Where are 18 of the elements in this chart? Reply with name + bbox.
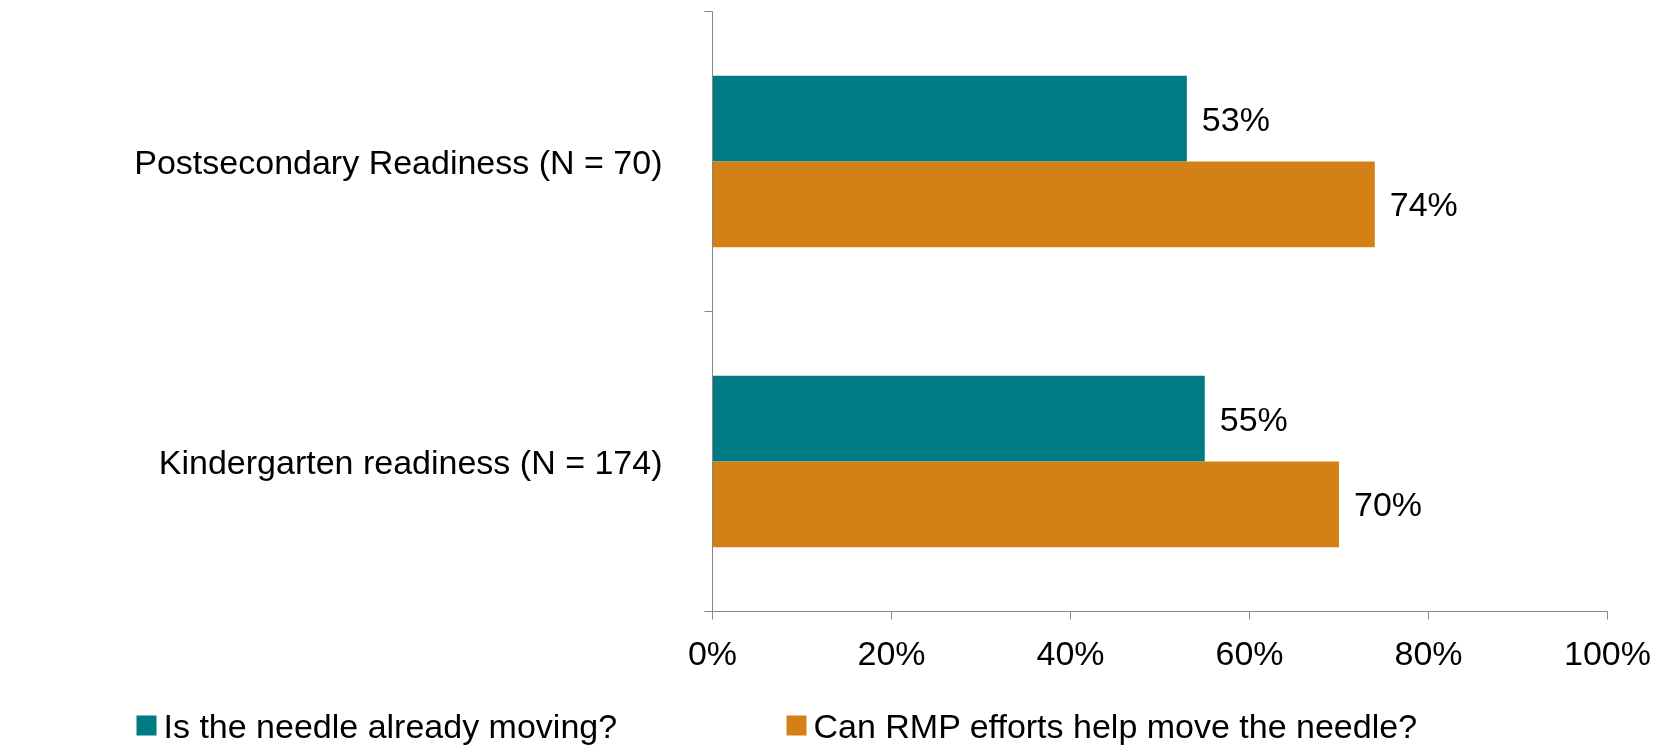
x-tick-label: 80% [1394, 633, 1463, 672]
x-tick-label: 0% [687, 633, 738, 672]
data-label: 70% [1354, 485, 1423, 524]
y-tick-label: Postsecondary Readiness (N = 70) [134, 142, 663, 181]
x-tick-label: 60% [1215, 633, 1284, 672]
data-label: 53% [1201, 99, 1270, 138]
legend-label: Is the needle already moving? [163, 706, 618, 745]
data-label: 74% [1389, 185, 1458, 224]
data-label: 55% [1219, 399, 1288, 438]
bar [712, 375, 1205, 462]
y-tick-label: Kindergarten readiness (N = 174) [158, 442, 663, 481]
bar [712, 461, 1339, 548]
x-tick-label: 40% [1036, 633, 1105, 672]
bar [712, 75, 1187, 162]
x-tick-label: 20% [857, 633, 926, 672]
legend-label: Can RMP efforts help move the needle? [813, 706, 1418, 745]
x-tick-label: 100% [1564, 633, 1651, 672]
bar [712, 161, 1375, 248]
